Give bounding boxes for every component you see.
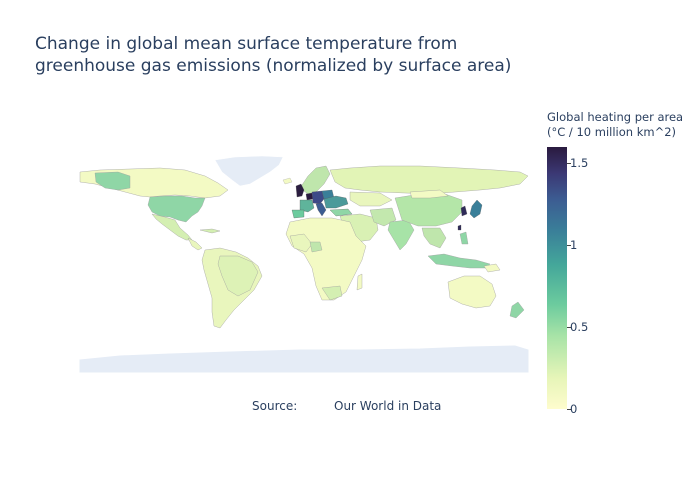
region-australia — [447, 275, 497, 309]
region-west-africa — [289, 233, 313, 253]
region-antarctica — [79, 345, 529, 373]
colorbar-tick-mark — [567, 163, 571, 165]
region-turkey — [329, 208, 353, 217]
region-greenland — [214, 155, 284, 187]
region-nigeria — [309, 241, 323, 253]
chart-title-line-1: Change in global mean surface temperatur… — [35, 34, 458, 54]
colorbar-tick-mark — [567, 327, 571, 329]
colorbar-title-line-1: Global heating per area — [547, 110, 684, 124]
colorbar-tick-mark — [567, 409, 571, 410]
region-papua — [483, 263, 501, 273]
region-eastern-europe — [323, 195, 349, 209]
region-madagascar — [356, 273, 363, 291]
region-usa — [147, 195, 206, 223]
region-central-america — [187, 237, 203, 251]
region-south-africa — [321, 285, 343, 301]
colorbar-title-line-2: (°C / 10 million km^2) — [547, 125, 677, 139]
region-southeast-asia — [421, 227, 447, 249]
colorbar-tick-label: 1.5 — [570, 156, 589, 171]
region-iceland — [282, 177, 293, 185]
region-taiwan — [457, 224, 462, 231]
region-new-zealand — [509, 301, 525, 319]
chart-title: Change in global mean surface temperatur… — [35, 33, 515, 77]
source-value: Our World in Data — [334, 399, 442, 413]
region-china — [394, 193, 463, 227]
colorbar-title: Global heating per area (°C / 10 million… — [547, 110, 683, 140]
region-brazil — [217, 255, 259, 297]
chart-title-line-2: greenhouse gas emissions (normalized by … — [35, 56, 512, 76]
region-france — [299, 199, 315, 213]
region-mongolia — [409, 189, 449, 199]
region-korea — [460, 205, 468, 217]
region-russia — [329, 165, 529, 195]
region-benelux — [305, 192, 314, 201]
source-label: Source: — [252, 399, 298, 413]
colorbar-tick-label: 0 — [570, 402, 578, 416]
region-spain — [291, 209, 305, 219]
region-germany — [311, 190, 325, 205]
colorbar — [547, 147, 567, 409]
region-caribbean — [199, 228, 221, 234]
region-alaska — [94, 171, 131, 191]
region-kazakhstan — [349, 191, 393, 207]
colorbar-tick-label: 0.5 — [570, 320, 589, 335]
region-uk — [295, 183, 305, 198]
colorbar-tick-mark — [567, 245, 571, 247]
region-philippines — [459, 231, 469, 245]
region-italy — [315, 202, 327, 217]
region-japan — [469, 199, 483, 219]
colorbar-tick-label: 1 — [570, 238, 578, 253]
